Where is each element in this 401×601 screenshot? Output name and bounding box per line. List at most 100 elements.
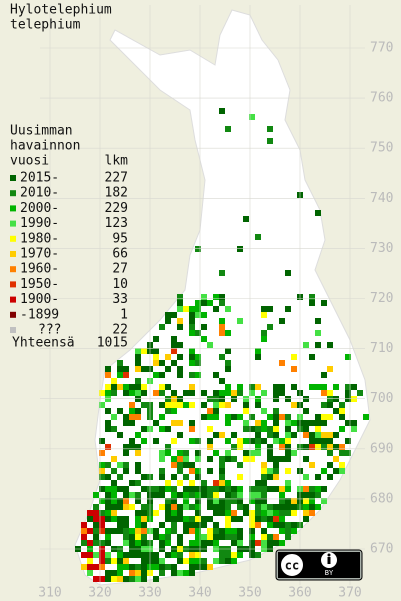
cell: [261, 492, 267, 498]
cell: [105, 372, 111, 378]
cell: [171, 342, 177, 348]
cell: [105, 474, 111, 480]
cell: [255, 516, 261, 522]
cell: [201, 414, 207, 420]
cell: [249, 522, 255, 528]
cell: [219, 534, 225, 540]
cell: [255, 510, 261, 516]
cell: [195, 564, 201, 570]
cell: [93, 534, 99, 540]
cell: [255, 354, 261, 360]
cell: [279, 522, 285, 528]
cell: [105, 486, 111, 492]
cell: [153, 564, 159, 570]
cell: [99, 474, 105, 480]
cell: [189, 420, 195, 426]
cell: [159, 372, 165, 378]
cell: [141, 366, 147, 372]
cell: [303, 456, 309, 462]
cell: [225, 522, 231, 528]
cell: [321, 384, 327, 390]
cell: [243, 450, 249, 456]
cell: [201, 402, 207, 408]
y-grid-label: 740: [370, 191, 393, 206]
cell: [135, 492, 141, 498]
cell: [177, 468, 183, 474]
cell: [195, 468, 201, 474]
cell: [255, 234, 261, 240]
cell: [285, 498, 291, 504]
cell: [249, 456, 255, 462]
cell: [237, 498, 243, 504]
cell: [165, 384, 171, 390]
cell: [201, 522, 207, 528]
cell: [309, 300, 315, 306]
cell: [321, 486, 327, 492]
cell: [231, 444, 237, 450]
cell: [207, 504, 213, 510]
cell: [135, 366, 141, 372]
cell: [249, 486, 255, 492]
cell: [123, 540, 129, 546]
cell: [345, 450, 351, 456]
cell: [285, 306, 291, 312]
cell: [333, 468, 339, 474]
y-grid-label: 690: [370, 441, 393, 456]
cell: [99, 498, 105, 504]
cell: [231, 486, 237, 492]
cell: [333, 432, 339, 438]
cell: [207, 528, 213, 534]
cell: [213, 294, 219, 300]
cell: [159, 360, 165, 366]
cell: [255, 348, 261, 354]
cell: [279, 456, 285, 462]
y-grid-label: 760: [370, 91, 393, 106]
legend-swatch: [10, 251, 16, 257]
cell: [225, 126, 231, 132]
cell: [135, 498, 141, 504]
cell: [171, 408, 177, 414]
cell: [309, 504, 315, 510]
cell: [129, 402, 135, 408]
cell: [339, 450, 345, 456]
cell: [189, 360, 195, 366]
cell: [105, 504, 111, 510]
cell: [243, 216, 249, 222]
cell: [291, 450, 297, 456]
cell: [255, 384, 261, 390]
cell: [309, 294, 315, 300]
cell: [93, 540, 99, 546]
cell: [279, 510, 285, 516]
legend-swatch: [10, 235, 16, 242]
cell: [225, 384, 231, 390]
cell: [201, 336, 207, 342]
cell: [207, 438, 213, 444]
cell: [87, 510, 93, 516]
cell: [243, 402, 249, 408]
cell: [189, 372, 195, 378]
cell: [279, 498, 285, 504]
legend-count: 229: [105, 201, 128, 216]
cell: [177, 552, 183, 558]
cell: [213, 498, 219, 504]
cell: [351, 384, 357, 390]
cell: [171, 336, 177, 342]
cell: [327, 450, 333, 456]
cell: [165, 426, 171, 432]
cell: [87, 570, 93, 576]
cell: [123, 444, 129, 450]
cell: [159, 564, 165, 570]
cell: [195, 456, 201, 462]
cell: [279, 360, 285, 366]
cell: [267, 522, 273, 528]
cell: [225, 366, 231, 372]
cell: [135, 576, 141, 582]
cell: [135, 540, 141, 546]
cell: [273, 456, 279, 462]
cell: [105, 540, 111, 546]
cell: [153, 390, 159, 396]
cell: [327, 366, 333, 372]
cell: [189, 528, 195, 534]
cell: [99, 390, 105, 396]
cell: [135, 354, 141, 360]
